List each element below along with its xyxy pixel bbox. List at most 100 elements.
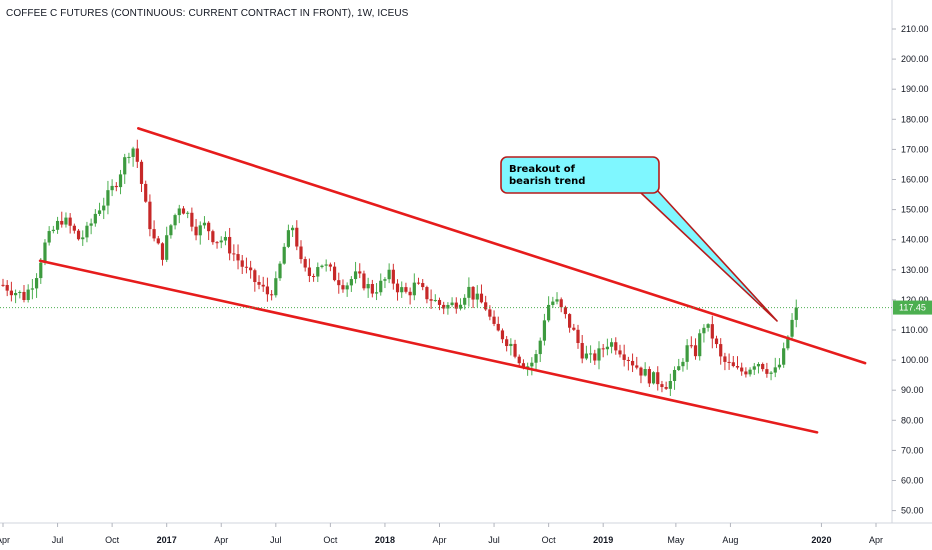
candle-body bbox=[324, 264, 328, 266]
candle-body bbox=[568, 314, 572, 328]
candle-body bbox=[450, 302, 454, 305]
candle-body bbox=[588, 353, 593, 355]
candle-body bbox=[240, 260, 244, 267]
x-tick-label: Apr bbox=[869, 535, 883, 545]
candle-body bbox=[173, 215, 177, 226]
y-tick-label: 170.00 bbox=[901, 144, 929, 154]
candle-body bbox=[55, 220, 60, 230]
candle-body bbox=[30, 288, 34, 290]
candle-body bbox=[316, 267, 320, 277]
candle-body bbox=[207, 222, 211, 232]
candle-body bbox=[169, 225, 173, 236]
candle-body bbox=[484, 302, 488, 310]
candle-body bbox=[748, 369, 752, 375]
candle-body bbox=[538, 340, 542, 355]
candle-body bbox=[576, 329, 580, 344]
candle-body bbox=[186, 212, 190, 214]
candle-body bbox=[681, 361, 685, 367]
x-tick-label: Jul bbox=[488, 535, 500, 545]
candle-body bbox=[278, 263, 282, 279]
candle-body bbox=[349, 279, 353, 286]
candle-body bbox=[454, 302, 458, 309]
time-axis[interactable]: Apr Jul Oct 2017 Apr Jul Oct 2018 Apr Jul Oct 2019 M… bbox=[0, 523, 883, 545]
candle-body bbox=[605, 346, 609, 350]
candle-body bbox=[60, 220, 64, 225]
candle-body bbox=[311, 276, 316, 278]
trendlines[interactable] bbox=[38, 127, 867, 434]
candle-body bbox=[513, 343, 517, 357]
candle-body bbox=[43, 242, 47, 263]
candle-body bbox=[13, 293, 18, 296]
candle-body bbox=[572, 327, 576, 330]
candle-body bbox=[353, 271, 358, 280]
candle-body bbox=[72, 225, 76, 231]
candle-body bbox=[609, 342, 614, 347]
candle-body bbox=[320, 265, 324, 268]
candle-body bbox=[769, 372, 773, 374]
candle-body bbox=[89, 223, 93, 226]
candle-body bbox=[9, 290, 13, 296]
candle-body bbox=[517, 356, 521, 364]
candle-body bbox=[47, 231, 51, 243]
candle-body bbox=[689, 345, 693, 347]
x-tick-label: 2018 bbox=[375, 535, 395, 545]
candles-series[interactable] bbox=[1, 139, 798, 396]
candle-body bbox=[731, 362, 735, 367]
candle-body bbox=[286, 230, 291, 247]
candle-body bbox=[601, 348, 605, 350]
candle-body bbox=[626, 359, 630, 361]
y-tick-label: 180.00 bbox=[901, 114, 929, 124]
candle-body bbox=[215, 242, 219, 244]
y-tick-label: 130.00 bbox=[901, 265, 929, 275]
candle-body bbox=[22, 291, 26, 301]
candle-body bbox=[639, 367, 643, 376]
y-tick-label: 190.00 bbox=[901, 84, 929, 94]
candle-body bbox=[379, 280, 383, 293]
candle-body bbox=[270, 294, 274, 296]
candle-body bbox=[190, 212, 194, 227]
candle-body bbox=[547, 304, 551, 321]
candle-body bbox=[773, 367, 777, 373]
candle-body bbox=[651, 372, 656, 384]
candle-body bbox=[471, 286, 475, 300]
candle-body bbox=[341, 285, 345, 290]
x-tick-label: Oct bbox=[542, 535, 557, 545]
candle-body bbox=[295, 227, 299, 247]
candle-body bbox=[463, 297, 467, 305]
candle-body bbox=[165, 235, 169, 260]
x-tick-label: 2019 bbox=[593, 535, 613, 545]
candle-body bbox=[505, 339, 509, 347]
candle-body bbox=[756, 364, 761, 367]
candle-body bbox=[97, 210, 102, 214]
candle-body bbox=[114, 185, 118, 188]
candle-body bbox=[366, 284, 370, 289]
chart-title: COFFEE C FUTURES (CONTINUOUS: CURRENT CO… bbox=[6, 8, 409, 19]
candle-body bbox=[677, 366, 681, 370]
candle-body bbox=[198, 225, 202, 236]
candle-body bbox=[672, 369, 677, 382]
candle-body bbox=[542, 320, 547, 341]
candle-body bbox=[559, 299, 563, 308]
callout-text: Breakout of bbox=[509, 164, 576, 175]
candle-body bbox=[530, 362, 534, 367]
candle-body bbox=[643, 368, 647, 376]
candle-body bbox=[702, 327, 706, 334]
candle-body bbox=[429, 299, 433, 301]
candle-body bbox=[345, 285, 349, 290]
candle-body bbox=[421, 283, 425, 288]
candle-body bbox=[761, 364, 765, 370]
candle-body bbox=[656, 372, 660, 385]
price-axis[interactable]: 210.00 200.00 190.00 180.00 170.00 160.00 150.… bbox=[892, 24, 929, 516]
candle-body bbox=[282, 246, 286, 264]
candle-body bbox=[416, 282, 421, 284]
candle-body bbox=[635, 365, 639, 368]
candle-body bbox=[488, 309, 492, 317]
x-tick-label: Jul bbox=[270, 535, 282, 545]
candle-body bbox=[496, 323, 500, 331]
y-tick-label: 60.00 bbox=[901, 476, 924, 486]
candle-body bbox=[253, 270, 257, 283]
y-tick-label: 140.00 bbox=[901, 235, 929, 245]
candle-body bbox=[236, 254, 240, 261]
